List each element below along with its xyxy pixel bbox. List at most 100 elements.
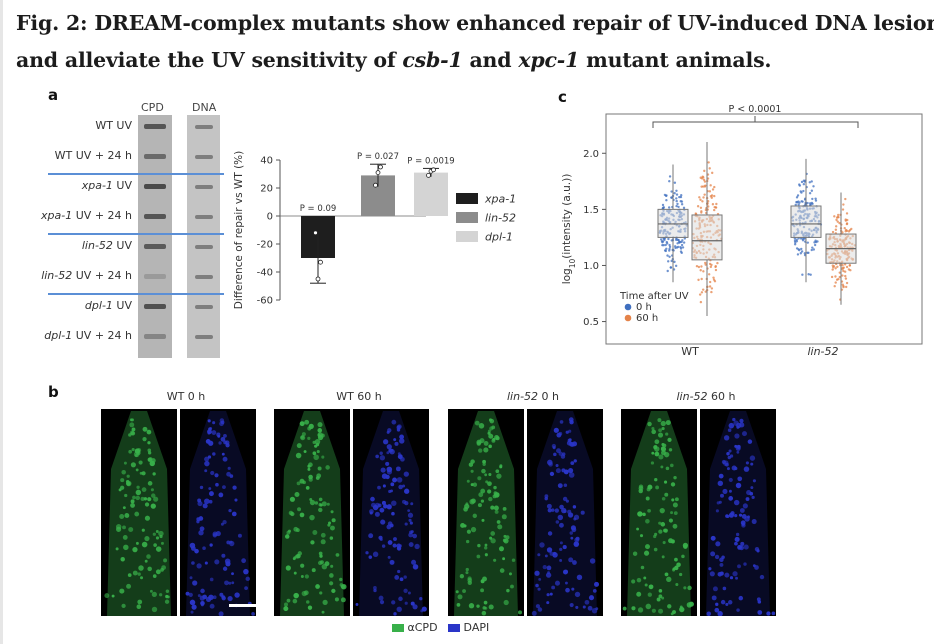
- nucleus-spot: [498, 546, 504, 552]
- nucleus-spot: [390, 482, 395, 487]
- nucleus-spot: [118, 488, 122, 492]
- nucleus-spot: [505, 535, 510, 540]
- nucleus-spot: [293, 571, 297, 575]
- dapi-stain: [531, 411, 600, 616]
- nucleus-spot: [546, 503, 552, 509]
- nucleus-spot: [355, 603, 359, 606]
- nucleus-spot: [747, 515, 750, 519]
- x-tick-label: lin-52: [807, 345, 838, 356]
- data-point: [664, 249, 668, 253]
- nucleus-spot: [727, 428, 732, 432]
- nucleus-spot: [739, 418, 744, 423]
- nucleus-spot: [391, 419, 397, 425]
- data-point: [831, 268, 834, 271]
- data-point: [700, 277, 703, 281]
- nucleus-spot: [197, 498, 202, 503]
- legend-swatch: [456, 193, 478, 204]
- nucleus-spot: [663, 480, 668, 484]
- nucleus-spot: [208, 487, 212, 491]
- nucleus-spot: [129, 422, 135, 428]
- nucleus-spot: [508, 572, 512, 576]
- nucleus-spot: [317, 432, 323, 438]
- nucleus-spot: [152, 472, 156, 476]
- nucleus-spot: [665, 420, 671, 426]
- lane-condition: UV + 24 h: [72, 209, 132, 222]
- nucleus-spot: [660, 446, 667, 452]
- nucleus-spot: [510, 584, 514, 589]
- repair-bar-chart: -60 -40 -20 0 20 40 Difference of repair vs WT…: [233, 151, 516, 309]
- nucleus-spot: [658, 529, 663, 534]
- data-point: [699, 206, 703, 210]
- nucleus-spot: [394, 575, 400, 580]
- nucleus-spot: [552, 551, 556, 555]
- nucleus-spot: [728, 422, 735, 429]
- figure-title-line-2: and alleviate the UV sensitivity of csb-…: [16, 48, 772, 72]
- nucleus-spot: [318, 502, 322, 507]
- y-tick-label: 0: [267, 212, 273, 223]
- nucleus-spot: [146, 429, 152, 435]
- blot-lane-label: xpa-1 UV + 24 h: [0, 209, 132, 222]
- nucleus-spot: [674, 497, 679, 502]
- data-point: [668, 245, 672, 249]
- nucleus-spot: [412, 604, 418, 610]
- nucleus-spot: [568, 467, 574, 474]
- data-point: [675, 204, 678, 208]
- data-point: [697, 265, 701, 269]
- nucleus-spot: [208, 499, 213, 504]
- nucleus-spot: [456, 603, 461, 607]
- nucleus-spot: [665, 432, 669, 436]
- data-point: [699, 300, 703, 304]
- nucleus-spot: [478, 448, 483, 453]
- nucleus-spot: [545, 572, 552, 578]
- data-point: [699, 198, 702, 201]
- nucleus-spot: [553, 452, 557, 457]
- nucleus-spot: [155, 536, 160, 540]
- nucleus-spot: [738, 513, 743, 517]
- title-text-c: mutant animals.: [579, 48, 772, 72]
- data-point: [710, 263, 713, 267]
- nucleus-spot: [144, 535, 150, 542]
- nucleus-spot: [121, 603, 126, 608]
- nucleus-spot: [153, 543, 157, 547]
- nucleus-spot: [658, 521, 662, 525]
- data-point: [835, 216, 839, 219]
- nucleus-spot: [299, 421, 305, 427]
- dapi-image: [527, 409, 603, 616]
- nucleus-spot: [320, 539, 326, 545]
- nucleus-spot: [130, 418, 134, 422]
- nucleus-spot: [688, 601, 694, 607]
- data-point: [680, 251, 683, 255]
- data-point: [814, 240, 818, 244]
- data-point: [841, 274, 844, 277]
- nucleus-spot: [722, 586, 727, 591]
- data-point: [798, 183, 801, 186]
- panel-b-letter: b: [48, 383, 59, 401]
- nucleus-spot: [398, 484, 403, 490]
- nucleus-spot: [251, 612, 255, 616]
- data-point: [664, 194, 668, 198]
- acpd-image: [274, 409, 350, 616]
- nucleus-spot: [595, 607, 599, 611]
- nucleus-spot: [553, 427, 559, 433]
- nucleus-spot: [317, 422, 323, 428]
- nucleus-spot: [650, 461, 655, 465]
- nucleus-spot: [559, 547, 563, 552]
- nucleus-spot: [642, 512, 646, 517]
- nucleus-spot: [739, 508, 745, 513]
- nucleus-spot: [555, 463, 559, 468]
- nucleus-spot: [141, 471, 146, 476]
- nucleus-spot: [135, 541, 139, 545]
- nucleus-spot: [205, 438, 211, 444]
- data-point: [708, 285, 712, 288]
- nucleus-spot: [377, 485, 381, 490]
- data-point: [701, 288, 705, 291]
- nucleus-spot: [312, 451, 317, 456]
- nucleus-spot: [163, 558, 168, 563]
- nucleus-spot: [499, 568, 505, 573]
- data-point: [801, 237, 804, 241]
- nucleus-spot: [563, 509, 567, 514]
- data-point: [665, 198, 668, 202]
- nucleus-spot: [467, 577, 473, 583]
- nucleus-spot: [150, 503, 156, 509]
